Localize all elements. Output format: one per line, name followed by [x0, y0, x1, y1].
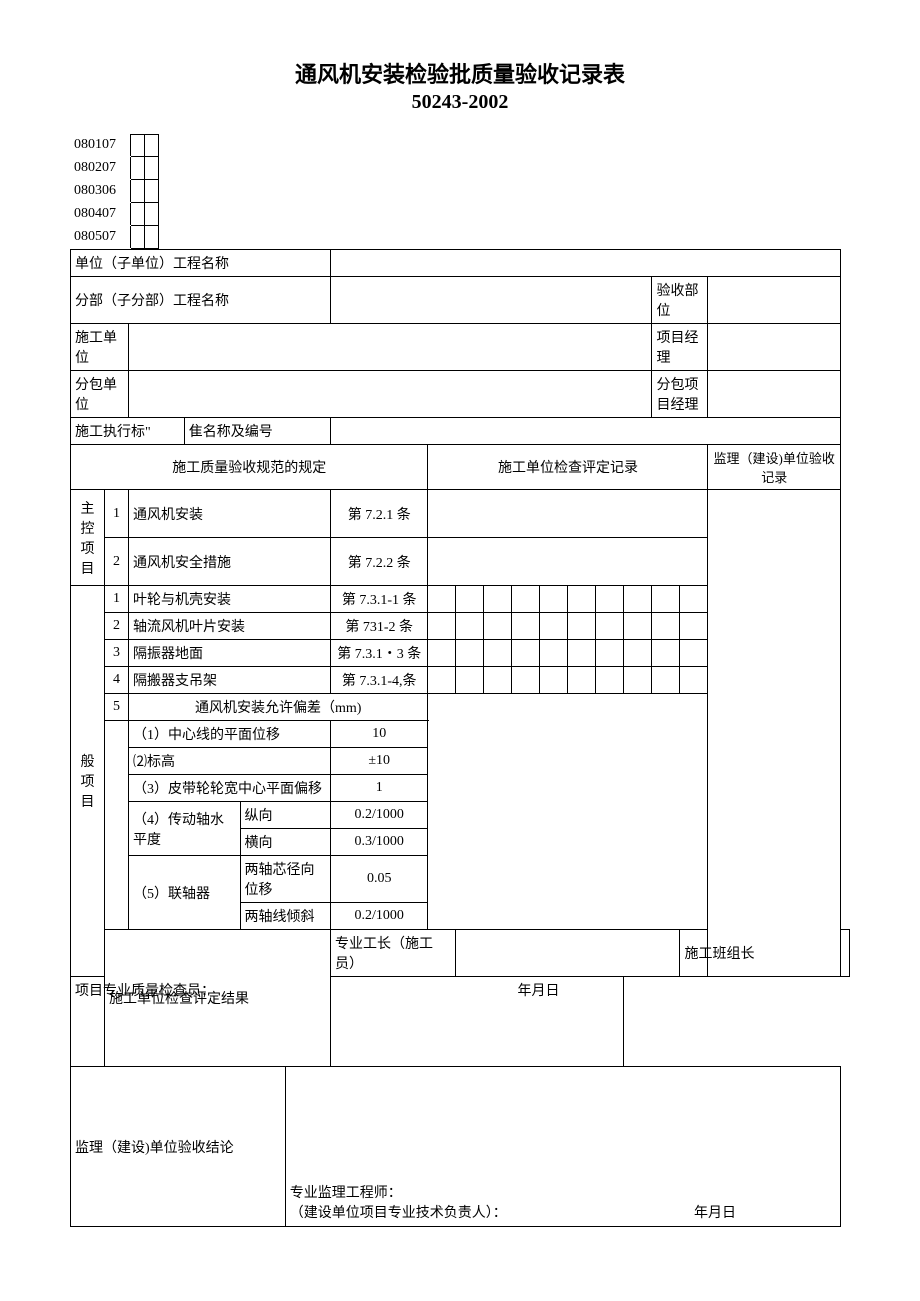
g5-sub4a-val: 0.2/1000 — [331, 802, 428, 829]
g-4-name: 隔搬器支吊架 — [129, 667, 331, 694]
row-foreman: 施工单位检查评定结果 专业工长（施工员） 施工班组长 — [71, 930, 850, 977]
title-sub: 50243-2002 — [70, 91, 850, 114]
g5-sub4b-name: 横向 — [240, 829, 331, 856]
g5-sub3-val: 1 — [331, 775, 428, 802]
g5-sub5b-name: 两轴线倾斜 — [240, 903, 331, 930]
mc-2-ref: 第 7.2.2 条 — [331, 538, 428, 586]
g5-sub5a-name: 两轴芯径向位移 — [240, 856, 331, 903]
g-2-ref: 第 731-2 条 — [331, 613, 428, 640]
foreman-label: 专业工长（施工员） — [331, 930, 456, 977]
supervisor-engineer-label: 专业监理工程师： — [290, 1182, 836, 1202]
row-supervisor-result: 监理（建设)单位验收结论 专业监理工程师： （建设单位项目专业技术负责人）： 年… — [71, 1067, 850, 1227]
g5-sub1-name: （1）中心线的平面位移 — [129, 721, 331, 748]
subcontract-unit-label: 分包单位 — [71, 371, 129, 418]
mc-1-ref: 第 7.2.1 条 — [331, 490, 428, 538]
g5-sub4-name: （4）传动轴水平度 — [129, 802, 241, 856]
main-table: 单位（子单位）工程名称 分部（子分部）工程名称 验收部位 施工单位 项目经理 分… — [70, 249, 850, 1227]
g5-sub5-name: （5）联轴器 — [129, 856, 241, 930]
standard-label-2: 隹名称及编号 — [184, 418, 330, 445]
g-3-name: 隔振器地面 — [129, 640, 331, 667]
subcontract-pm-label: 分包项目经理 — [652, 371, 708, 418]
spec-rules-header: 施工质量验收规范的规定 — [71, 445, 428, 490]
row-sub-project: 分部（子分部）工程名称 验收部位 — [71, 277, 850, 324]
team-leader-label: 施工班组长 — [680, 930, 841, 977]
mc-1-num: 1 — [105, 490, 129, 538]
unit-check-header: 施工单位检查评定记录 — [428, 445, 708, 490]
date-1: 年月日 — [517, 980, 559, 1000]
row-subcontract-unit: 分包单位 分包项目经理 — [71, 371, 850, 418]
code-3: 080407 — [70, 203, 130, 226]
codes-table: 080107 080207 080306 080407 080507 — [70, 134, 159, 250]
g5-sub4b-val: 0.3/1000 — [331, 829, 428, 856]
acceptance-part-label: 验收部位 — [652, 277, 708, 324]
sub-project-label: 分部（子分部）工程名称 — [71, 277, 331, 324]
row-mc-1: 主控项目 1 通风机安装 第 7.2.1 条 — [71, 490, 850, 538]
code-1: 080207 — [70, 157, 130, 180]
g-1-num: 1 — [105, 586, 129, 613]
g-2-name: 轴流风机叶片安装 — [129, 613, 331, 640]
quality-inspector-label: 项目专业质量检查员： — [75, 984, 215, 999]
g5-sub4a-name: 纵向 — [240, 802, 331, 829]
project-manager-label: 项目经理 — [652, 324, 708, 371]
g-5-title: 通风机安装允许偏差（mm) — [129, 694, 428, 721]
main-control-label: 主控项目 — [71, 490, 105, 586]
row-unit-project: 单位（子单位）工程名称 — [71, 250, 850, 277]
g-3-num: 3 — [105, 640, 129, 667]
supervisor-result-label: 监理（建设)单位验收结论 — [71, 1067, 286, 1227]
g-1-ref: 第 7.3.1-1 条 — [331, 586, 428, 613]
code-0: 080107 — [70, 134, 130, 157]
date-2: 年月日 — [694, 1202, 736, 1222]
code-2: 080306 — [70, 180, 130, 203]
title-main: 通风机安装检验批质量验收记录表 — [70, 60, 850, 91]
g5-sub2-val: ±10 — [331, 748, 428, 775]
supervisor-check-header: 监理（建设)单位验收记录 — [708, 445, 841, 490]
g-1-name: 叶轮与机壳安装 — [129, 586, 331, 613]
row-unit-result: 项目专业质量检查员： 年月日 — [71, 977, 850, 1067]
mc-1-name: 通风机安装 — [129, 490, 331, 538]
g-4-num: 4 — [105, 667, 129, 694]
g5-sub2-name: ⑵标高 — [129, 748, 331, 775]
g-3-ref: 第 7.3.1・3 条 — [331, 640, 428, 667]
g-4-ref: 第 7.3.1-4,条 — [331, 667, 428, 694]
row-section-headers: 施工质量验收规范的规定 施工单位检查评定记录 监理（建设)单位验收记录 — [71, 445, 850, 490]
general-label: 般项目 — [71, 586, 105, 977]
owner-tech-label: （建设单位项目专业技术负责人）： — [290, 1206, 507, 1221]
g5-sub5b-val: 0.2/1000 — [331, 903, 428, 930]
g5-sub5a-val: 0.05 — [331, 856, 428, 903]
mc-2-num: 2 — [105, 538, 129, 586]
construction-unit-label: 施工单位 — [71, 324, 129, 371]
row-standard: 施工执行标" 隹名称及编号 — [71, 418, 850, 445]
row-construction-unit: 施工单位 项目经理 — [71, 324, 850, 371]
unit-project-label: 单位（子单位）工程名称 — [71, 250, 331, 277]
title-block: 通风机安装检验批质量验收记录表 50243-2002 — [70, 60, 850, 114]
standard-label-1: 施工执行标" — [71, 418, 185, 445]
g5-sub3-name: （3）皮带轮轮宽中心平面偏移 — [129, 775, 331, 802]
g5-sub1-val: 10 — [331, 721, 428, 748]
g-5-num: 5 — [105, 694, 129, 721]
g-2-num: 2 — [105, 613, 129, 640]
mc-2-name: 通风机安全措施 — [129, 538, 331, 586]
code-4: 080507 — [70, 226, 130, 249]
